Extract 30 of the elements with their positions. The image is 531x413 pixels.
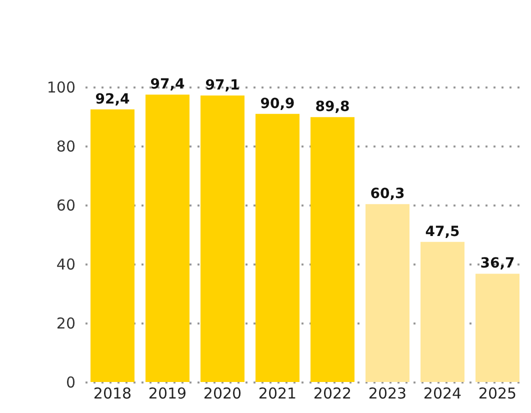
x-tick-label: 2021	[258, 384, 297, 402]
data-label: 92,4	[95, 91, 130, 108]
x-tick-label: 2023	[368, 384, 407, 402]
x-tick-label: 2018	[93, 384, 132, 402]
bar	[146, 94, 190, 382]
y-tick-label: 100	[46, 78, 76, 96]
bar	[366, 204, 410, 382]
bar	[476, 274, 520, 382]
y-tick-label: 80	[56, 138, 76, 156]
x-tick-label: 2019	[148, 384, 187, 402]
data-label: 89,8	[315, 99, 350, 116]
bar	[200, 96, 244, 382]
y-tick-label: 20	[56, 314, 76, 332]
bar	[256, 114, 300, 382]
data-label: 97,1	[205, 78, 240, 94]
x-tick-label: 2022	[313, 384, 352, 402]
x-tick-label: 2025	[478, 384, 517, 402]
data-label: 90,9	[260, 96, 295, 112]
x-tick-label: 2020	[203, 384, 242, 402]
data-label: 97,4	[150, 76, 186, 93]
data-label: 47,5	[425, 224, 460, 240]
bar	[310, 117, 354, 382]
y-tick-label: 40	[56, 256, 76, 274]
x-tick-label: 2024	[423, 384, 462, 402]
y-tick-label: 60	[56, 196, 76, 214]
bar	[420, 242, 464, 382]
data-label: 60,3	[370, 186, 405, 202]
bar	[90, 109, 134, 382]
y-tick-label: 0	[66, 374, 76, 392]
data-label: 36,7	[480, 256, 515, 272]
